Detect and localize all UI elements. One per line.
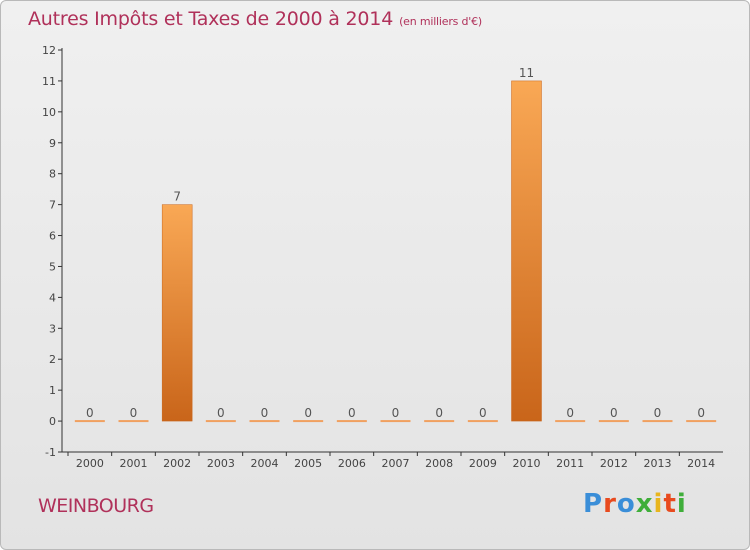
y-tick-label: 7 [49,199,56,212]
logo-letter: x [635,489,654,519]
data-label: 11 [519,66,534,80]
bar [249,420,280,423]
logo-letter: i [676,489,687,519]
data-label: 0 [610,406,618,420]
x-tick-label: 2002 [163,457,191,470]
bar [598,420,629,423]
data-label: 0 [261,406,269,420]
data-label: 7 [173,190,181,204]
data-label: 0 [86,406,94,420]
x-tick-label: 2009 [469,457,497,470]
y-tick-label: 9 [49,137,56,150]
bar [467,420,498,423]
logo-letter: o [616,489,636,519]
x-tick-label: 2010 [513,457,541,470]
x-tick-label: 2004 [251,457,279,470]
y-tick-label: 10 [42,106,56,119]
bar [511,80,542,422]
logo-letter: i [653,489,664,519]
x-tick-label: 2013 [644,457,672,470]
data-label: 0 [130,406,138,420]
y-tick-label: 2 [49,353,56,366]
bar [205,420,236,423]
chart-title: Autres Impôts et Taxes de 2000 à 2014 (en… [28,8,482,30]
data-label: 0 [392,406,400,420]
x-tick-label: 2003 [207,457,235,470]
x-tick-label: 2000 [76,457,104,470]
y-tick-label: 0 [49,415,56,428]
data-label: 0 [654,406,662,420]
data-label: 0 [304,406,312,420]
y-tick-label: 4 [49,291,56,304]
y-tick-label: 1 [49,384,56,397]
data-label: 0 [479,406,487,420]
y-tick-label: -1 [45,446,56,459]
y-tick-label: 12 [42,44,56,57]
x-tick-label: 2006 [338,457,366,470]
x-tick-label: 2005 [294,457,322,470]
y-tick-label: 3 [49,322,56,335]
bar [161,204,193,422]
chart-title-unit: (en milliers d'€) [399,15,482,28]
x-tick-label: 2011 [556,457,584,470]
y-tick-label: 5 [49,260,56,273]
bar [74,420,105,423]
bar [293,420,324,423]
data-label: 0 [697,406,705,420]
data-label: 0 [566,406,574,420]
y-tick-label: 8 [49,168,56,181]
proxiti-logo: Proxiti [583,489,687,519]
data-label: 0 [217,406,225,420]
bar [336,420,367,423]
y-tick-label: 11 [42,75,56,88]
x-tick-label: 2012 [600,457,628,470]
bar [118,420,149,423]
data-label: 0 [348,406,356,420]
x-tick-label: 2007 [382,457,410,470]
bar [642,420,673,423]
bar [380,420,411,423]
logo-letter: P [583,489,604,519]
x-tick-label: 2001 [120,457,148,470]
x-tick-label: 2008 [425,457,453,470]
data-label: 0 [435,406,443,420]
bar [686,420,717,423]
y-tick-label: 6 [49,230,56,243]
commune-name: WEINBOURG [38,495,154,517]
bar [555,420,586,423]
chart-title-text: Autres Impôts et Taxes de 2000 à 2014 [28,8,394,30]
bar [424,420,455,423]
logo-letter: t [663,489,677,519]
logo-letter: r [603,489,617,519]
x-tick-label: 2014 [687,457,715,470]
